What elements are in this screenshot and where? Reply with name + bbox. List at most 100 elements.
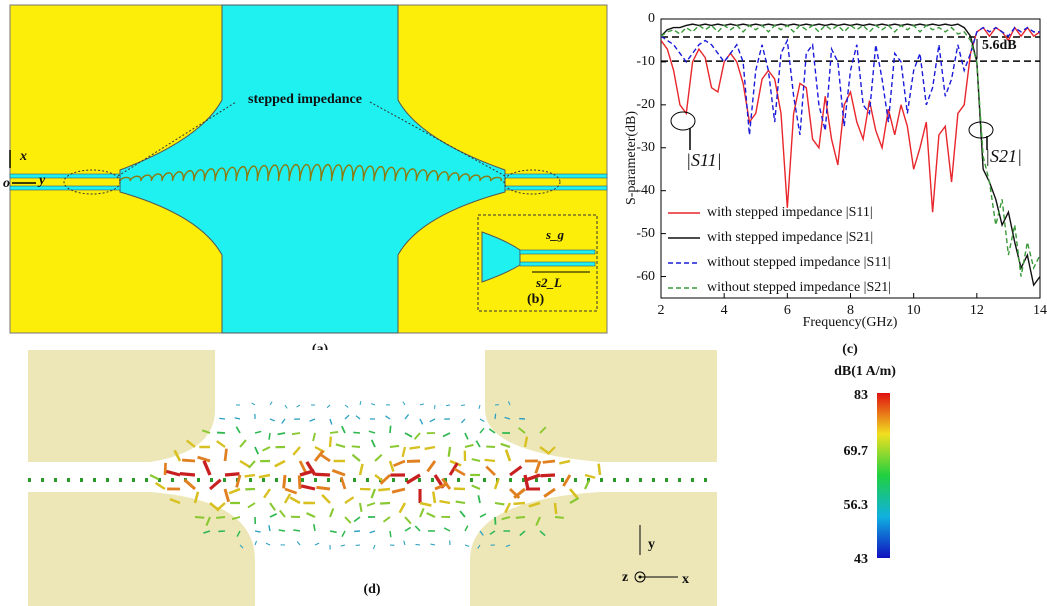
- field-arrow: [477, 544, 481, 549]
- ground: [485, 350, 717, 462]
- field-arrow: [479, 530, 484, 536]
- field-arrow: [523, 474, 530, 491]
- field-arrow: [344, 404, 349, 408]
- field-arrow: [393, 459, 406, 468]
- field-arrow: [269, 513, 278, 518]
- leader: [117, 101, 237, 177]
- field-arrow: [477, 495, 481, 504]
- field-arrow: [309, 418, 316, 422]
- field-arrow: [235, 474, 242, 488]
- field-arrow: [597, 463, 602, 476]
- field-arrow: [289, 496, 301, 505]
- field-arrow: [312, 432, 316, 442]
- colorbar-title: dB(1 A/m): [834, 364, 896, 379]
- field-arrow: [501, 516, 511, 521]
- field-arrow: [505, 544, 511, 548]
- field-arrow: [539, 530, 546, 537]
- field-arrow: [216, 515, 226, 519]
- field-arrow: [341, 425, 346, 434]
- inset-line: [519, 261, 596, 267]
- field-arrow: [305, 460, 317, 476]
- field-arrow: [341, 530, 346, 538]
- callout: [63, 169, 121, 195]
- field-arrow: [219, 417, 226, 420]
- field-arrow: [385, 415, 391, 420]
- field-arrow: [419, 403, 424, 406]
- field-arrow: [488, 428, 496, 434]
- field-arrow: [546, 446, 556, 455]
- field-arrow: [278, 529, 286, 532]
- field-arrow: [329, 418, 333, 425]
- field-arrow: [403, 540, 406, 546]
- field-arrow: [460, 418, 466, 424]
- field-arrow: [504, 449, 512, 462]
- field-arrow: [269, 401, 273, 406]
- field-arrow: [445, 404, 451, 407]
- field-arrow: [335, 443, 346, 449]
- field-arrow: [540, 473, 556, 478]
- field-arrow: [448, 462, 459, 476]
- field-arrow: [389, 530, 392, 538]
- field-arrow: [269, 502, 276, 511]
- field-arrow: [353, 431, 361, 434]
- field-arrow: [316, 485, 331, 491]
- field-arrow: [493, 478, 500, 490]
- panel-a: stepped impedance x o y s_g s2_L (b) (a): [3, 4, 608, 357]
- field-arrow: [149, 474, 160, 481]
- field-arrow: [374, 453, 383, 462]
- field-arrow: [202, 460, 212, 476]
- field-arrow: [208, 478, 222, 491]
- field-arrow: [404, 432, 413, 438]
- field-arrow: [539, 446, 550, 455]
- x-tick-label: 10: [907, 303, 921, 318]
- x-tick-label: 4: [721, 303, 728, 318]
- field-arrow: [479, 427, 485, 434]
- field-arrow: [429, 418, 436, 423]
- axis-label: x: [19, 149, 27, 164]
- field-arrow: [569, 497, 580, 504]
- field-arrow: [353, 516, 361, 523]
- field-arrow: [391, 487, 406, 494]
- feed-line: [9, 173, 121, 179]
- field-arrow: [404, 414, 410, 420]
- field-arrow: [262, 446, 271, 452]
- field-arrow: [542, 459, 556, 464]
- field-arrow: [203, 530, 211, 534]
- field-arrow: [154, 481, 166, 491]
- field-arrow: [251, 402, 256, 406]
- field-arrow: [464, 525, 469, 532]
- field-arrow: [235, 426, 241, 434]
- field-arrow: [389, 444, 400, 449]
- field-arrow: [424, 445, 436, 451]
- field-arrow: [419, 418, 424, 425]
- field-arrow: [239, 439, 247, 448]
- field-arrow: [439, 499, 451, 505]
- field-arrow: [182, 458, 196, 463]
- field-arrow: [293, 529, 301, 532]
- series-line: [661, 26, 1040, 136]
- y-tick-label: -10: [636, 54, 655, 69]
- x-tick-label: 14: [1033, 303, 1047, 318]
- field-arrow: [524, 473, 541, 482]
- field-arrow: [197, 455, 211, 463]
- field-arrow: [471, 484, 481, 490]
- field-arrow: [426, 512, 436, 518]
- field-arrow: [443, 527, 451, 532]
- field-arrow: [504, 502, 512, 514]
- field-arrow: [471, 458, 481, 462]
- field-arrow: [234, 417, 241, 420]
- field-arrow: [326, 404, 331, 409]
- field-arrow: [515, 515, 526, 519]
- panel-d: y z x (d) dB(1 A/m) 83 69.7 56.3 43: [28, 350, 896, 606]
- field-arrow: [388, 460, 395, 472]
- y-tick-label: -20: [636, 97, 655, 112]
- field-arrow: [193, 491, 200, 504]
- field-arrow: [328, 436, 333, 448]
- field-arrow: [494, 501, 505, 506]
- field-arrow: [513, 501, 526, 506]
- field-arrow: [284, 404, 288, 409]
- field-arrow: [277, 432, 286, 436]
- series-line: [661, 24, 1040, 277]
- field-arrow: [254, 530, 261, 533]
- field-arrow: [331, 468, 346, 477]
